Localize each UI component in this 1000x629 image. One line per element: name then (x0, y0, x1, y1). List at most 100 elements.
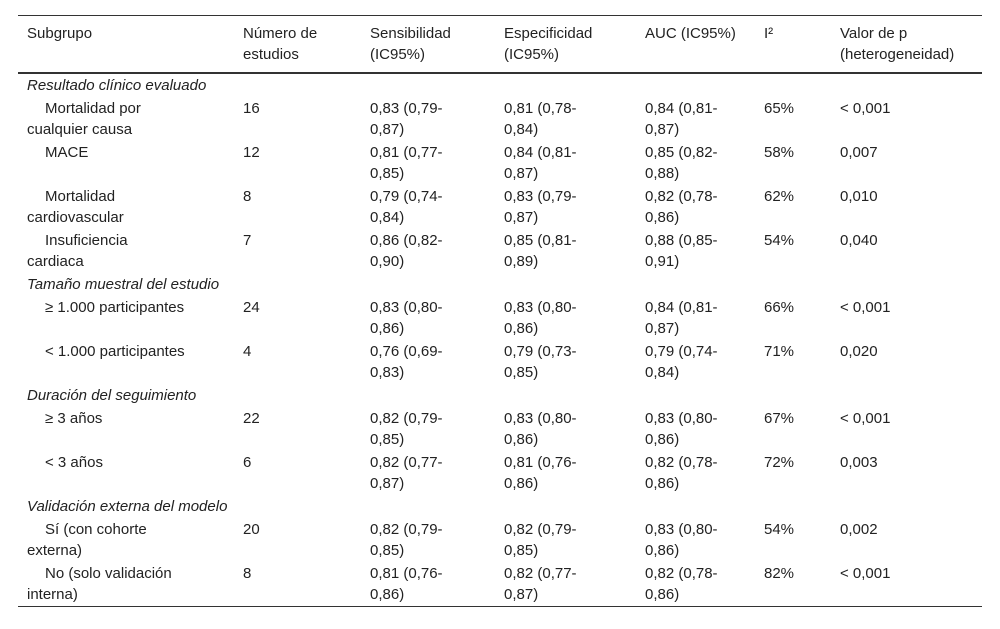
subgroup-cell: MACE (45, 144, 89, 161)
header-cell: I² (764, 25, 774, 42)
header-cell: Número de estudios (243, 25, 318, 63)
header-cell: Subgrupo (27, 25, 93, 42)
data-row: MACE 12 0,81 (0,77-0,85) 0,84 (0,81-0,87) 0,… (18, 141, 982, 185)
data-row: Mortalidad cardiovascular 8 0,79 (0,74-0,8… (18, 185, 982, 229)
value-cell: 0,85 (0,82-0,88) (645, 144, 718, 182)
subgroup-cell: Insuficiencia cardiaca (27, 232, 128, 270)
value-cell: 0,007 (840, 144, 878, 161)
data-row: < 3 años 6 0,82 (0,77-0,87) 0,81 (0,76-0,86… (18, 451, 982, 495)
value-cell: 0,84 (0,81-0,87) (645, 299, 718, 337)
subgroup-cell: Mortalidad por cualquier causa (27, 100, 141, 138)
data-row: < 1.000 participantes 4 0,76 (0,69-0,83) 0,… (18, 340, 982, 384)
value-cell: 0,82 (0,78-0,86) (645, 565, 718, 603)
value-cell: 0,83 (0,79-0,87) (370, 100, 443, 138)
header-cell: Especificidad (IC95%) (504, 25, 593, 63)
value-cell: 8 (243, 565, 252, 582)
value-cell: 66% (764, 299, 795, 316)
value-cell: 0,82 (0,79-0,85) (504, 521, 577, 559)
value-cell: 0,85 (0,81-0,89) (504, 232, 577, 270)
group-row: Tamaño muestral del estudio (18, 273, 982, 296)
value-cell: 0,82 (0,78-0,86) (645, 454, 718, 492)
value-cell: 0,82 (0,79-0,85) (370, 521, 443, 559)
data-row: No (solo validación interna) 8 0,81 (0,76-… (18, 562, 982, 607)
value-cell: 0,82 (0,79-0,85) (370, 410, 443, 448)
value-cell: 0,84 (0,81-0,87) (504, 144, 577, 182)
value-cell: 0,82 (0,77-0,87) (504, 565, 577, 603)
value-cell: 0,79 (0,73-0,85) (504, 343, 577, 381)
subgroup-cell: Sí (con cohorte externa) (27, 521, 147, 559)
subgroup-cell: < 3 años (45, 454, 103, 471)
value-cell: 0,83 (0,80-0,86) (645, 521, 718, 559)
value-cell: 72% (764, 454, 795, 471)
data-row: Sí (con cohorte externa) 20 0,82 (0,79-0,8… (18, 518, 982, 562)
data-row: ≥ 1.000 participantes 24 0,83 (0,80-0,86) 0… (18, 296, 982, 340)
value-cell: 24 (243, 299, 260, 316)
value-cell: 67% (764, 410, 795, 427)
value-cell: 6 (243, 454, 252, 471)
group-row: Duración del seguimiento (18, 384, 982, 407)
group-row: Resultado clínico evaluado (18, 73, 982, 97)
value-cell: 0,83 (0,79-0,87) (504, 188, 577, 226)
value-cell: 0,002 (840, 521, 878, 538)
value-cell: 0,83 (0,80-0,86) (370, 299, 443, 337)
value-cell: 0,82 (0,77-0,87) (370, 454, 443, 492)
value-cell: < 0,001 (840, 410, 891, 427)
value-cell: 58% (764, 144, 795, 161)
value-cell: 0,79 (0,74-0,84) (370, 188, 443, 226)
value-cell: 16 (243, 100, 260, 117)
value-cell: 0,88 (0,85-0,91) (645, 232, 718, 270)
subgroup-cell: ≥ 1.000 participantes (45, 299, 185, 316)
value-cell: 71% (764, 343, 795, 360)
value-cell: 8 (243, 188, 252, 205)
value-cell: 20 (243, 521, 260, 538)
group-title: Validación externa del modelo (27, 498, 228, 515)
subgroup-cell: No (solo validación interna) (27, 565, 172, 603)
value-cell: < 0,001 (840, 100, 891, 117)
value-cell: 0,81 (0,76-0,86) (504, 454, 577, 492)
value-cell: 65% (764, 100, 795, 117)
value-cell: 0,81 (0,76-0,86) (370, 565, 443, 603)
data-row: Insuficiencia cardiaca 7 0,86 (0,82-0,90) 0… (18, 229, 982, 273)
value-cell: 0,003 (840, 454, 878, 471)
value-cell: 62% (764, 188, 795, 205)
value-cell: 0,86 (0,82-0,90) (370, 232, 443, 270)
value-cell: 22 (243, 410, 260, 427)
value-cell: 4 (243, 343, 252, 360)
header-row: Subgrupo Número de estudios Sensibilidad (… (18, 15, 982, 73)
data-row: Mortalidad por cualquier causa 16 0,83 (0,… (18, 97, 982, 141)
subgroup-cell: < 1.000 participantes (45, 343, 185, 360)
value-cell: 0,79 (0,74-0,84) (645, 343, 718, 381)
value-cell: 54% (764, 521, 795, 538)
value-cell: 7 (243, 232, 252, 249)
header-cell: Valor de p (heterogeneidad) (840, 25, 955, 63)
value-cell: 0,81 (0,77-0,85) (370, 144, 443, 182)
subgroup-cell: Mortalidad cardiovascular (27, 188, 124, 226)
header-cell: Sensibilidad (IC95%) (370, 25, 451, 63)
value-cell: 0,81 (0,78-0,84) (504, 100, 577, 138)
table-body: Resultado clínico evaluado Mortalidad por… (18, 73, 982, 607)
group-title: Duración del seguimiento (27, 387, 197, 404)
value-cell: < 0,001 (840, 299, 891, 316)
value-cell: 0,83 (0,80-0,86) (645, 410, 718, 448)
subgroup-cell: ≥ 3 años (45, 410, 103, 427)
value-cell: 0,010 (840, 188, 878, 205)
value-cell: 12 (243, 144, 260, 161)
group-title: Resultado clínico evaluado (27, 77, 207, 94)
group-title: Tamaño muestral del estudio (27, 276, 220, 293)
value-cell: 0,83 (0,80-0,86) (504, 410, 577, 448)
value-cell: 0,82 (0,78-0,86) (645, 188, 718, 226)
data-row: ≥ 3 años 22 0,82 (0,79-0,85) 0,83 (0,80-0,8… (18, 407, 982, 451)
value-cell: 0,040 (840, 232, 878, 249)
table-header: Subgrupo Número de estudios Sensibilidad (… (18, 15, 982, 73)
group-row: Validación externa del modelo (18, 495, 982, 518)
value-cell: 0,83 (0,80-0,86) (504, 299, 577, 337)
results-table: Subgrupo Número de estudios Sensibilidad (… (18, 15, 982, 607)
value-cell: < 0,001 (840, 565, 891, 582)
header-cell: AUC (IC95%) (645, 25, 736, 42)
value-cell: 82% (764, 565, 795, 582)
value-cell: 54% (764, 232, 795, 249)
value-cell: 0,76 (0,69-0,83) (370, 343, 443, 381)
value-cell: 0,84 (0,81-0,87) (645, 100, 718, 138)
value-cell: 0,020 (840, 343, 878, 360)
